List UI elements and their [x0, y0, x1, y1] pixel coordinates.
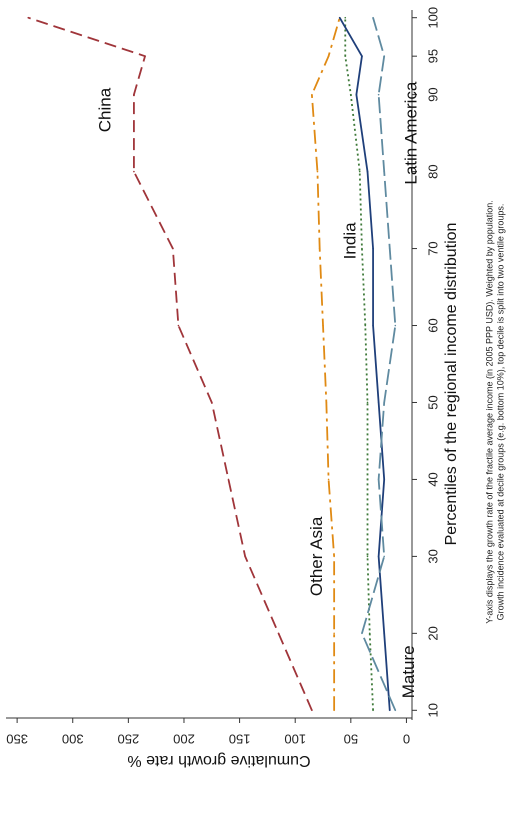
series-point-mature-60 — [372, 324, 374, 327]
x-axis-title: Percentiles of the regional income distr… — [443, 223, 460, 546]
x-tick-label-30: 30 — [425, 549, 440, 563]
series-label-india: India — [340, 222, 359, 259]
series-point-mature-80 — [366, 170, 369, 173]
note-line-2: Growth incidence evaluated at decile gro… — [495, 204, 505, 621]
x-tick-label-90: 90 — [425, 87, 440, 101]
series-point-india-10 — [372, 709, 374, 712]
series-point-mature-90 — [355, 93, 358, 96]
series-point-mature-70 — [372, 247, 374, 250]
series-point-mature-40 — [383, 478, 385, 481]
y-tick-label-200: 200 — [173, 732, 195, 747]
note-line-1: Y-axis displays the growth rate of the f… — [484, 200, 494, 624]
x-tick-label-95: 95 — [425, 49, 440, 63]
series-point-latin-america-100 — [372, 16, 374, 19]
series-point-latin-america-20 — [361, 632, 363, 635]
series-point-china-95 — [144, 55, 146, 57]
series-label-china: China — [96, 87, 115, 132]
y-tick-label-50: 50 — [344, 732, 358, 747]
series-point-india-100 — [344, 16, 347, 19]
series-label-other-asia: Other Asia — [307, 516, 326, 596]
series-point-china-100 — [27, 16, 30, 19]
x-tick-label-40: 40 — [425, 472, 440, 486]
series-line-latin-america — [361, 17, 397, 711]
series-point-india-90 — [350, 93, 352, 96]
series-point-other-asia-20 — [333, 632, 335, 635]
label-layer: China Other Asia India Mature Latin America Y… — [96, 81, 506, 698]
series-point-mature-100 — [338, 16, 341, 19]
series-point-mature-30 — [377, 555, 380, 558]
series-point-other-asia-40 — [327, 478, 330, 481]
series-label-mature: Mature — [399, 645, 418, 698]
series-point-china-40 — [227, 478, 230, 481]
series-point-india-60 — [364, 324, 367, 327]
series-point-china-90 — [133, 93, 135, 96]
y-tick-label-250: 250 — [118, 732, 140, 747]
series-point-latin-america-80 — [383, 170, 385, 173]
y-tick-label-100: 100 — [284, 732, 306, 747]
series-point-mature-10 — [388, 709, 391, 712]
series-point-other-asia-10 — [333, 709, 335, 712]
y-tick-label-350: 350 — [6, 732, 28, 747]
series-point-latin-america-95 — [383, 55, 385, 57]
series-point-mature-50 — [377, 401, 380, 404]
y-tick-label-150: 150 — [229, 732, 251, 747]
x-tick-label-80: 80 — [425, 164, 440, 178]
series-point-china-20 — [277, 632, 280, 635]
series-point-india-40 — [366, 478, 369, 481]
series-point-latin-america-10 — [394, 709, 397, 712]
series-point-china-30 — [244, 555, 246, 558]
series-layer — [27, 16, 397, 712]
x-tick-label-10: 10 — [425, 703, 440, 717]
x-tick-label-50: 50 — [425, 395, 440, 409]
series-point-india-95 — [344, 55, 347, 57]
series-point-latin-america-50 — [383, 401, 385, 404]
series-point-latin-america-40 — [377, 478, 380, 481]
series-point-latin-america-30 — [383, 555, 385, 558]
y-tick-label-300: 300 — [62, 732, 84, 747]
series-point-india-80 — [358, 170, 361, 173]
series-point-other-asia-30 — [333, 555, 335, 558]
series-point-other-asia-60 — [322, 324, 324, 327]
x-tick-label-70: 70 — [425, 241, 440, 255]
series-point-india-70 — [361, 247, 363, 250]
series-point-mature-95 — [361, 55, 363, 57]
series-point-latin-america-70 — [388, 247, 391, 250]
series-point-india-30 — [366, 555, 369, 558]
series-point-india-20 — [368, 632, 371, 635]
y-axis-title: Cumulative growth rate % — [127, 752, 310, 769]
series-point-other-asia-70 — [318, 247, 321, 250]
series-point-china-10 — [311, 709, 313, 712]
x-tick-label-20: 20 — [425, 626, 440, 640]
series-line-other-asia — [310, 17, 341, 711]
y-tick-label-0: 0 — [403, 732, 410, 747]
series-point-other-asia-95 — [327, 55, 330, 57]
series-label-latin-america: Latin America — [401, 81, 420, 185]
series-point-other-asia-50 — [325, 401, 328, 404]
series-point-china-50 — [210, 401, 213, 404]
series-point-other-asia-90 — [311, 93, 313, 96]
series-point-other-asia-80 — [316, 170, 319, 173]
series-point-mature-20 — [383, 632, 385, 635]
series-point-latin-america-90 — [377, 93, 380, 96]
series-point-china-80 — [133, 170, 135, 173]
x-tick-label-60: 60 — [425, 318, 440, 332]
series-line-mature — [338, 17, 391, 711]
axis-layer: 10 20 30 40 50 60 70 80 90 95 100 0 50 100 150 200 250 30… — [6, 7, 460, 769]
x-tick-label-100: 100 — [425, 7, 440, 29]
series-point-india-50 — [366, 401, 369, 404]
series-line-china — [27, 16, 313, 711]
series-point-china-70 — [172, 247, 174, 250]
series-point-latin-america-60 — [394, 324, 397, 327]
series-point-china-60 — [177, 324, 180, 327]
